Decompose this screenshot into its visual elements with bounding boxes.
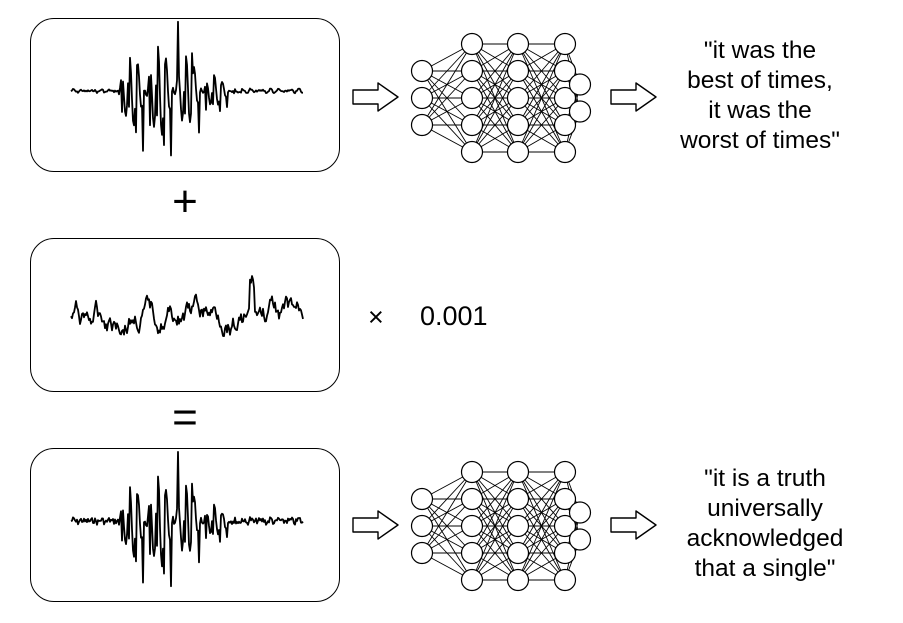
arrow-to-output-1 [610,82,658,117]
network-node [506,487,530,511]
neural-network-1 [405,28,605,173]
network-connection [471,97,519,153]
network-node [553,113,577,137]
arrow-to-network-1 [352,82,400,117]
transcription-output-2: "it is a truth universally acknowledged … [660,464,870,584]
transcription-line: best of times, [687,67,833,94]
network-node [506,113,530,137]
plus-symbol: + [172,177,198,226]
network-connection [421,43,473,126]
network-connection [517,471,566,554]
perturbed-audio-box [30,448,340,602]
transcription-line: "it was the [703,37,817,64]
transcription-line: it was the [708,97,812,124]
network-node [410,86,434,110]
network-node [553,487,577,511]
network-connection [517,525,566,581]
network-connection [517,471,566,581]
network-node [568,73,592,96]
network-node [568,100,592,123]
network-node [553,140,577,164]
scale-factor: 0.001 [420,301,488,331]
network-node [460,460,484,484]
network-node [460,487,484,511]
network-node [553,568,577,592]
network-node [410,487,434,511]
network-node [553,460,577,484]
network-connection [517,43,566,153]
network-node [460,32,484,56]
network-node [410,59,434,83]
network-connection [517,471,566,527]
transcription-line: that a single" [694,555,836,582]
transcription-output-1: "it was the best of times, it was the wo… [655,36,865,156]
network-connection [471,43,519,99]
network-connection [471,498,519,581]
network-connection [421,70,473,126]
network-node [553,59,577,83]
transcription-line: worst of times" [680,127,840,154]
network-node [460,140,484,164]
network-node [553,86,577,110]
network-node [410,113,434,137]
network-connection [471,471,519,581]
network-connection [421,471,473,527]
network-node [460,113,484,137]
network-node [506,541,530,565]
network-node [410,514,434,538]
neural-network-2 [405,456,605,601]
transcription-line: "it is a truth [704,465,826,492]
clean-waveform [70,20,303,157]
clean-audio-box [30,18,340,172]
network-connection [517,498,566,581]
equals-symbol: = [172,393,198,442]
network-node [460,59,484,83]
network-connection [421,43,473,99]
network-node [553,541,577,565]
network-node [506,568,530,592]
network-connection [517,97,566,153]
network-node [460,514,484,538]
times-symbol: × [368,302,384,332]
network-connection [517,43,566,126]
network-connection [471,471,519,527]
network-connection [471,70,519,153]
network-node [460,568,484,592]
network-connection [471,471,519,554]
noise-box [30,238,340,392]
network-node [506,460,530,484]
transcription-line: acknowledged [686,525,844,552]
network-node [506,514,530,538]
network-node [553,32,577,56]
network-node [553,514,577,538]
network-node [506,59,530,83]
network-node [410,541,434,565]
network-connection [471,43,519,153]
network-connection [471,525,519,581]
network-connection [517,43,566,99]
network-connection [421,498,473,554]
network-node [568,501,592,524]
network-node [568,528,592,551]
network-connection [471,43,519,126]
network-node [460,541,484,565]
network-node [460,86,484,110]
network-node [506,86,530,110]
arrow-to-network-2 [352,510,400,545]
network-connection [421,471,473,554]
network-node [506,32,530,56]
network-node [506,140,530,164]
transcription-line: universally [707,495,823,522]
network-connection [517,70,566,153]
noise-waveform [70,275,304,337]
perturbed-waveform [70,451,304,588]
arrow-to-output-2 [610,510,658,545]
